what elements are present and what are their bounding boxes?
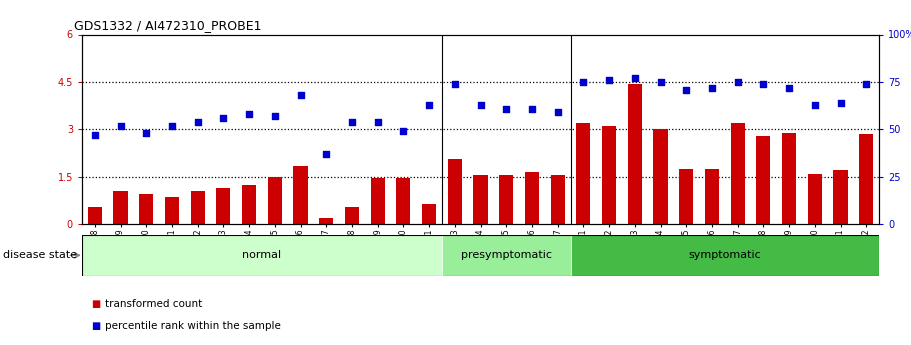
Text: GDS1332 / AI472310_PROBE1: GDS1332 / AI472310_PROBE1 — [74, 19, 261, 32]
Text: ■: ■ — [91, 321, 100, 331]
Bar — [550, 175, 565, 224]
Bar — [216, 188, 230, 224]
Bar — [114, 191, 128, 224]
Bar — [577, 123, 590, 224]
Point — [679, 87, 693, 92]
Point — [396, 129, 411, 134]
Bar — [653, 129, 668, 224]
Point — [499, 106, 514, 111]
Point — [731, 79, 745, 85]
Text: symptomatic: symptomatic — [689, 250, 762, 260]
Bar — [499, 175, 513, 224]
Bar — [448, 159, 462, 224]
Bar — [422, 204, 436, 224]
Text: transformed count: transformed count — [105, 299, 202, 308]
Bar — [525, 172, 539, 224]
Point — [834, 100, 848, 106]
Bar — [442, 235, 570, 276]
Bar — [87, 207, 102, 224]
Bar — [242, 185, 256, 224]
Bar — [165, 197, 179, 224]
Point — [447, 81, 462, 87]
Bar — [474, 175, 487, 224]
Bar — [756, 136, 771, 224]
Point — [859, 81, 874, 87]
Bar — [293, 166, 308, 224]
Point — [422, 102, 436, 108]
Bar — [680, 169, 693, 224]
Bar — [371, 178, 384, 224]
Bar — [345, 207, 359, 224]
Point — [550, 110, 565, 115]
Point — [705, 85, 720, 90]
Bar — [628, 83, 642, 224]
Point — [190, 119, 205, 125]
Bar — [396, 178, 411, 224]
Bar — [859, 134, 874, 224]
Text: presymptomatic: presymptomatic — [461, 250, 552, 260]
Bar — [705, 169, 719, 224]
Point — [782, 85, 796, 90]
Bar — [319, 218, 333, 224]
Text: percentile rank within the sample: percentile rank within the sample — [105, 321, 281, 331]
Point — [344, 119, 359, 125]
Point — [319, 151, 333, 157]
Point — [474, 102, 488, 108]
Point — [241, 111, 256, 117]
Point — [628, 76, 642, 81]
Point — [756, 81, 771, 87]
Point — [807, 102, 822, 108]
Point — [165, 123, 179, 128]
Point — [576, 79, 590, 85]
Bar — [139, 194, 153, 224]
Bar — [808, 174, 822, 224]
Point — [371, 119, 385, 125]
Bar — [602, 126, 616, 224]
Bar — [570, 235, 879, 276]
Point — [602, 77, 617, 83]
Bar — [731, 123, 745, 224]
Bar — [190, 191, 205, 224]
Text: ■: ■ — [91, 299, 100, 308]
Point — [525, 106, 539, 111]
Point — [113, 123, 128, 128]
Text: disease state: disease state — [3, 250, 77, 260]
Point — [653, 79, 668, 85]
Bar — [82, 235, 442, 276]
Point — [293, 92, 308, 98]
Point — [139, 130, 154, 136]
Bar — [834, 170, 847, 224]
Text: normal: normal — [242, 250, 281, 260]
Point — [216, 115, 230, 121]
Bar — [782, 132, 796, 224]
Point — [268, 114, 282, 119]
Bar — [268, 177, 281, 224]
Point — [87, 132, 102, 138]
